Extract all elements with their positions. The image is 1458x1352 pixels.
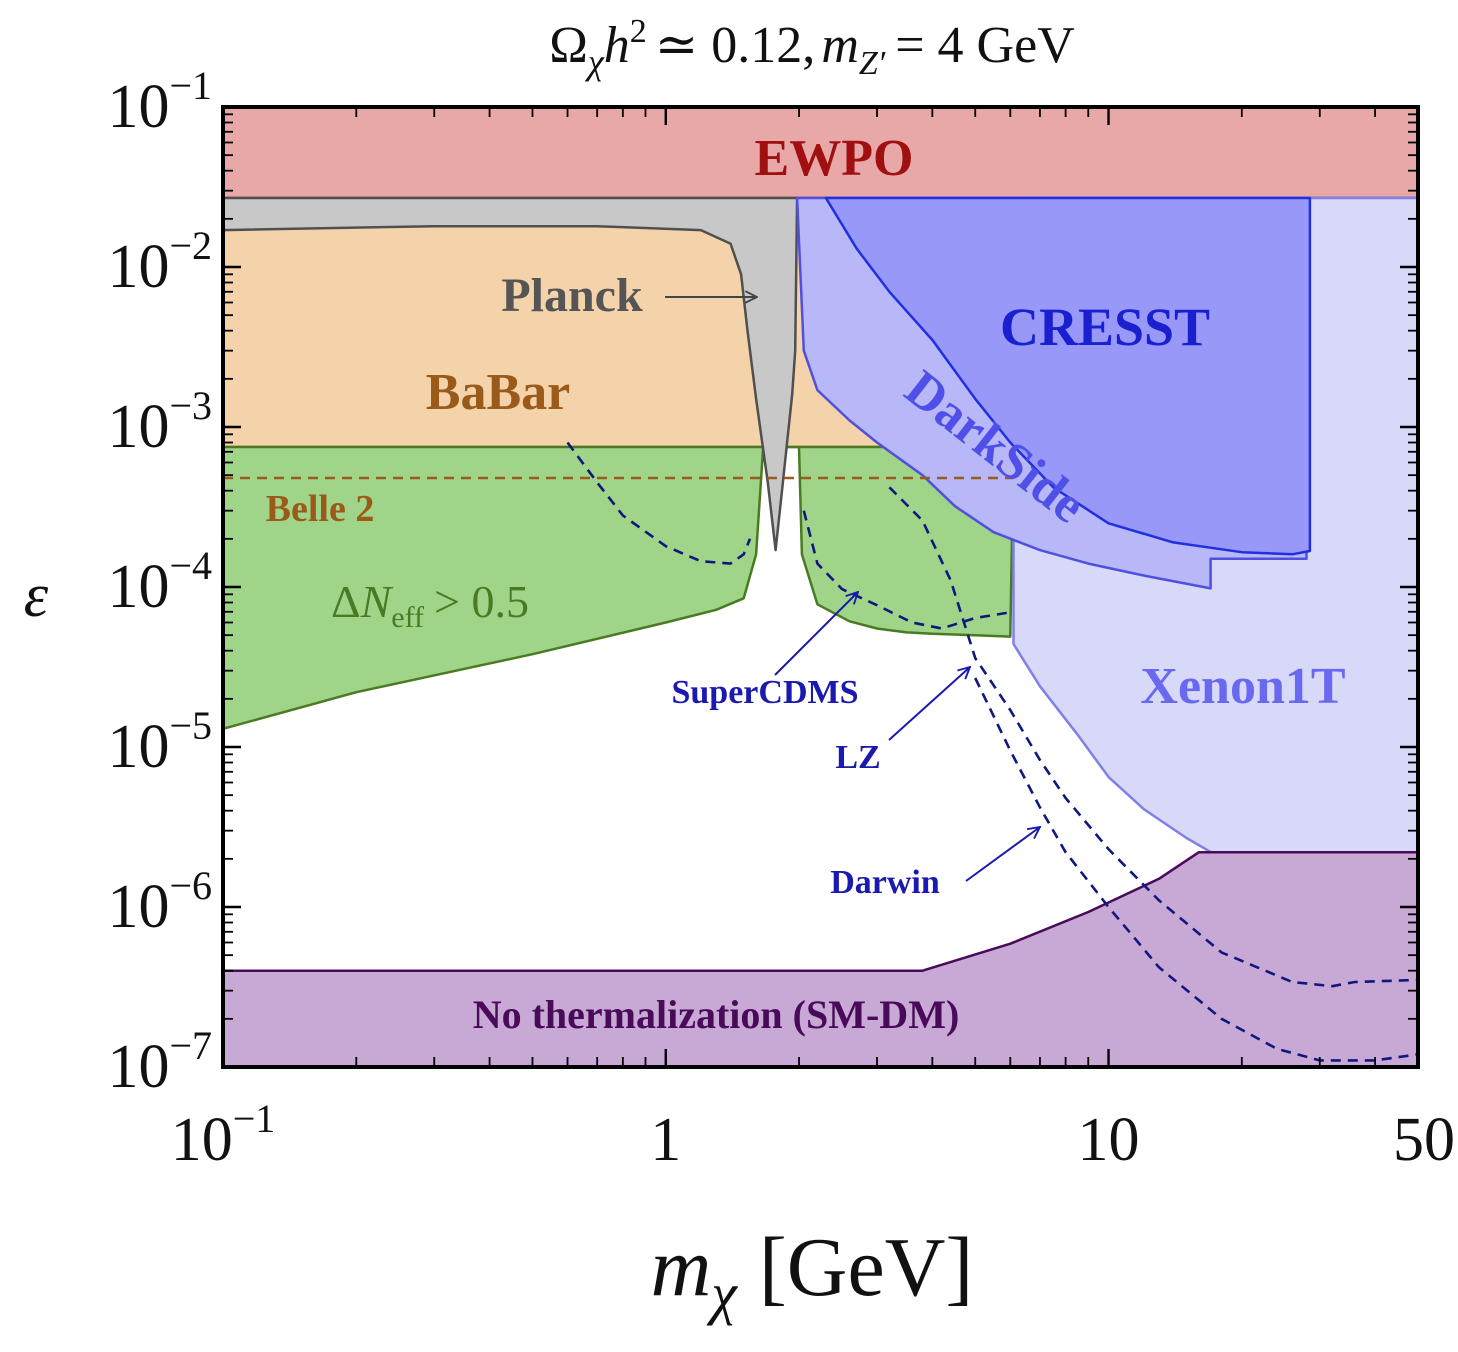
x-axis-label: mχ [GeV] (651, 1221, 974, 1326)
label-lz: LZ (835, 739, 880, 776)
region-planck (223, 196, 799, 552)
y-tick-label: 10−5 (107, 703, 212, 781)
supercdms-arrow (774, 592, 858, 676)
lz-arrow (888, 667, 970, 741)
ticks-layer (221, 105, 1419, 1069)
x-tick-label: 10 (1078, 1106, 1140, 1174)
x-tick-label: 1 (650, 1106, 681, 1174)
y-tick-label: 10−2 (107, 223, 212, 301)
label-supercdms: SuperCDMS (671, 674, 858, 711)
darwin-arrow (965, 827, 1040, 882)
projection-lz (888, 486, 1418, 988)
projection-darwin (974, 677, 1418, 1062)
label-neff: ΔNeff > 0.5 (331, 576, 529, 634)
projections-layer (223, 441, 1418, 1062)
label-ewpo: EWPO (755, 130, 914, 187)
x-tick-label: 10−1 (171, 1096, 276, 1174)
y-tick-label: 10−1 (107, 63, 212, 141)
region-no-thermalization-sm-dm (223, 850, 1418, 1067)
regions-layer (223, 107, 1418, 1067)
projection-supercdms (566, 441, 752, 565)
label-planck: Planck (501, 269, 643, 322)
label-babar: BaBar (426, 364, 570, 421)
y-tick-label: 10−6 (107, 863, 212, 941)
projection-supercdms-high (802, 510, 1014, 630)
chart-title: Ωχh2 ≃ 0.12, mZ′ = 4 GeV (549, 13, 1075, 82)
label-xenon1t: Xenon1T (1140, 658, 1345, 715)
x-tick-label: 50 (1393, 1106, 1455, 1174)
region-ewpo (223, 107, 1418, 198)
label-belle2: Belle 2 (266, 488, 375, 530)
region-neff-0-5 (223, 445, 1015, 731)
y-tick-label: 10−3 (107, 383, 212, 461)
tick-labels: 10−1 1 10 50 10−1 10−2 10−3 10−4 10−5 10−6 10−7 (107, 63, 1455, 1174)
label-darwin: Darwin (830, 864, 940, 901)
y-tick-label: 10−7 (107, 1023, 212, 1101)
y-axis-label: ε (24, 562, 49, 630)
label-cresst: CRESST (1000, 297, 1210, 357)
label-nothermal: No thermalization (SM-DM) (473, 992, 960, 1037)
y-tick-label: 10−4 (107, 543, 212, 621)
region-cresst (824, 196, 1312, 556)
